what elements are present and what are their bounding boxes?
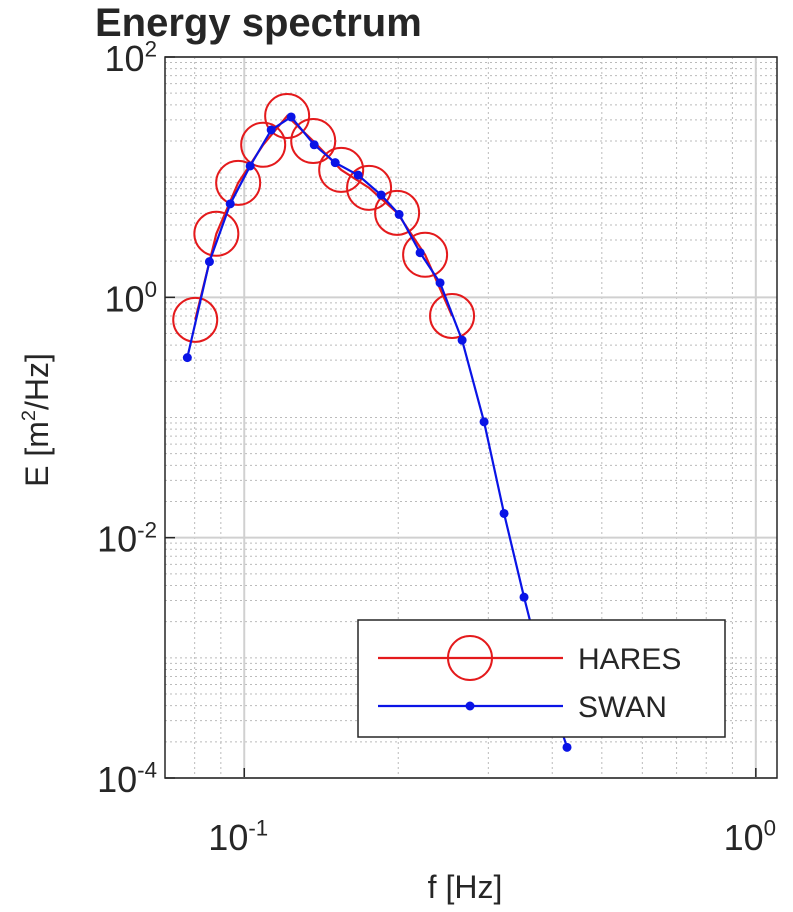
marker — [172, 296, 219, 343]
series-layer — [172, 92, 572, 752]
marker — [376, 190, 386, 200]
y-axis-label: E [m2/Hz] — [18, 353, 55, 487]
marker — [447, 635, 493, 681]
marker — [394, 209, 404, 219]
marker — [429, 292, 476, 339]
marker — [290, 117, 337, 164]
marker — [479, 417, 489, 427]
marker — [346, 164, 393, 211]
marker — [465, 701, 475, 711]
x-tick-label: 100 — [724, 816, 776, 858]
legend-label: HARES — [578, 643, 681, 676]
marker — [374, 189, 421, 236]
marker — [193, 210, 240, 257]
y-tick-label: 10-4 — [97, 758, 157, 800]
x-tick-label: 10-1 — [208, 816, 268, 858]
marker — [204, 257, 214, 267]
marker — [402, 231, 449, 278]
marker — [318, 146, 365, 193]
chart-title: Energy spectrum — [95, 1, 422, 45]
axes-frame — [164, 56, 778, 779]
marker — [519, 592, 529, 602]
y-tick-label: 102 — [105, 37, 157, 79]
marker — [353, 170, 363, 180]
legend-box — [357, 619, 726, 738]
marker — [457, 335, 467, 345]
marker — [264, 92, 311, 139]
marker — [215, 159, 262, 206]
marker — [286, 112, 296, 122]
marker — [182, 353, 192, 363]
marker — [245, 161, 255, 171]
legend-label: SWAN — [578, 691, 667, 724]
marker — [562, 742, 572, 752]
marker — [266, 125, 276, 135]
marker — [499, 508, 509, 518]
y-tick-label: 100 — [105, 277, 157, 319]
marker — [240, 121, 287, 168]
y-tick-label: 10-2 — [97, 517, 157, 559]
marker — [435, 278, 445, 288]
marker — [225, 199, 235, 209]
marker — [415, 248, 425, 258]
x-axis-label: f [Hz] — [428, 869, 503, 905]
marker — [309, 140, 319, 150]
marker — [330, 158, 340, 168]
